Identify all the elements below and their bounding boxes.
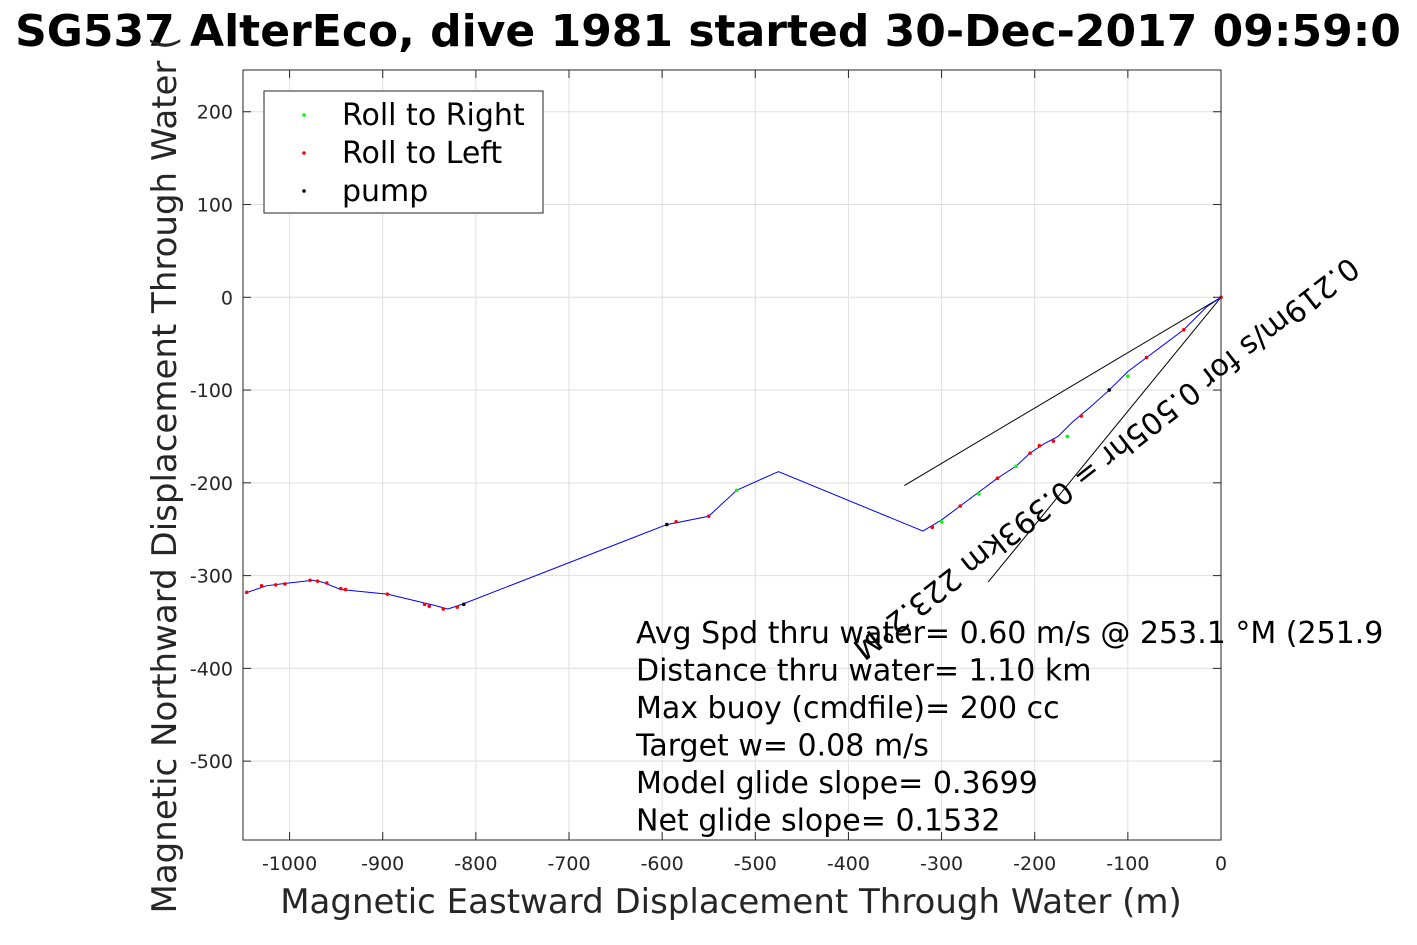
y-tick-label: 100 xyxy=(197,195,233,217)
roll-to-right-point xyxy=(977,492,981,496)
y-tick-label: -200 xyxy=(190,473,233,495)
x-tick-label: -100 xyxy=(1106,853,1149,875)
legend: Roll to Right Roll to Left pump xyxy=(263,90,544,214)
roll-to-right-point xyxy=(1014,464,1018,468)
roll-to-left-point xyxy=(930,525,935,530)
y-axis-ticks: 200 100 0 -100 -200 -300 -400 -500 xyxy=(190,102,1221,773)
x-tick-label: -700 xyxy=(547,853,590,875)
annotation-line: Distance thru water= 1.10 km xyxy=(636,654,1091,689)
roll-to-left-point xyxy=(259,584,264,588)
roll-to-left-point xyxy=(441,607,446,611)
roll-to-left-point xyxy=(1144,355,1149,360)
roll-to-left-point xyxy=(273,583,278,587)
legend-label-roll-right: Roll to Right xyxy=(342,98,525,133)
x-tick-label: -500 xyxy=(734,853,777,875)
roll-to-right-point xyxy=(734,488,739,493)
roll-to-left-point xyxy=(339,586,343,591)
roll-to-left-point xyxy=(1051,439,1056,443)
annotation-line: Model glide slope= 0.3699 xyxy=(636,766,1038,801)
roll-to-left-point xyxy=(1028,451,1032,455)
chart-title: SG537 AlterEco, dive 1981 started 30-Dec… xyxy=(15,6,1401,57)
y-tick-label: -500 xyxy=(190,751,233,773)
plot-frame xyxy=(242,69,1222,841)
roll-to-left-point xyxy=(283,582,287,586)
annotation-line: Max buoy (cmdfile)= 200 cc xyxy=(636,691,1060,726)
legend-label-roll-left: Roll to Left xyxy=(342,136,502,171)
legend-marker-roll-left xyxy=(302,151,306,155)
pump-point xyxy=(665,522,669,527)
dive-track xyxy=(244,296,1222,610)
pump-point xyxy=(1107,388,1112,392)
roll-to-left-point xyxy=(422,602,427,607)
y-axis-label: Magnetic Northward Displacement Through … xyxy=(145,37,185,914)
x-tick-label: -600 xyxy=(641,853,684,875)
x-tick-label: -800 xyxy=(454,853,497,875)
roll-to-left-point xyxy=(995,476,1000,480)
roll-to-left-point xyxy=(455,605,460,609)
track-line xyxy=(244,296,1222,610)
x-axis-ticks: -1000 -900 -800 -700 -600 -500 -400 -300 -200 -10… xyxy=(262,70,1227,875)
bound-line xyxy=(904,296,1222,487)
legend-label-pump: pump xyxy=(342,174,428,209)
x-tick-label: -200 xyxy=(1013,853,1056,875)
bound-line xyxy=(987,296,1222,583)
x-tick-label: -300 xyxy=(920,853,963,875)
heading-bound-lines xyxy=(904,296,1222,583)
roll-to-left-point xyxy=(958,504,962,508)
roll-to-left-point xyxy=(1079,414,1084,418)
roll-to-left-point xyxy=(1037,443,1042,448)
x-tick-label: -400 xyxy=(827,853,870,875)
roll-to-left-point xyxy=(706,514,711,519)
legend-marker-pump xyxy=(302,189,306,193)
pump-point xyxy=(461,602,466,607)
data-points xyxy=(244,295,1223,611)
annotation-line: Avg Spd thru water= 0.60 m/s @ 253.1 °M … xyxy=(636,616,1383,651)
roll-to-left-point xyxy=(315,579,320,583)
annotation-line: Target w= 0.08 m/s xyxy=(635,729,929,764)
legend-box xyxy=(263,90,544,214)
roll-to-right-point xyxy=(939,519,944,524)
x-tick-label: 0 xyxy=(1215,853,1227,875)
roll-to-right-point xyxy=(1065,434,1070,439)
x-tick-label: -900 xyxy=(361,853,404,875)
x-axis-label: Magnetic Eastward Displacement Through W… xyxy=(280,882,1182,922)
roll-to-left-point xyxy=(308,578,312,583)
roll-to-left-point xyxy=(674,519,678,524)
annotation-block: Avg Spd thru water= 0.60 m/s @ 253.1 °M … xyxy=(635,616,1383,839)
y-tick-label: -100 xyxy=(190,380,233,402)
annotation-line: Net glide slope= 0.1532 xyxy=(636,804,1000,839)
y-tick-label: 200 xyxy=(197,102,233,124)
legend-marker-roll-right xyxy=(302,113,306,117)
roll-to-left-point xyxy=(325,581,329,585)
y-tick-label: -400 xyxy=(190,658,233,680)
roll-to-left-point xyxy=(1181,327,1186,332)
x-tick-label: -1000 xyxy=(262,853,317,875)
roll-to-left-point xyxy=(427,604,432,609)
y-tick-label: 0 xyxy=(221,287,233,309)
roll-to-left-point xyxy=(244,590,249,595)
y-tick-label: -300 xyxy=(190,566,233,588)
roll-to-left-point xyxy=(343,587,348,592)
roll-to-right-point xyxy=(1126,374,1130,378)
roll-to-left-point xyxy=(385,592,390,596)
